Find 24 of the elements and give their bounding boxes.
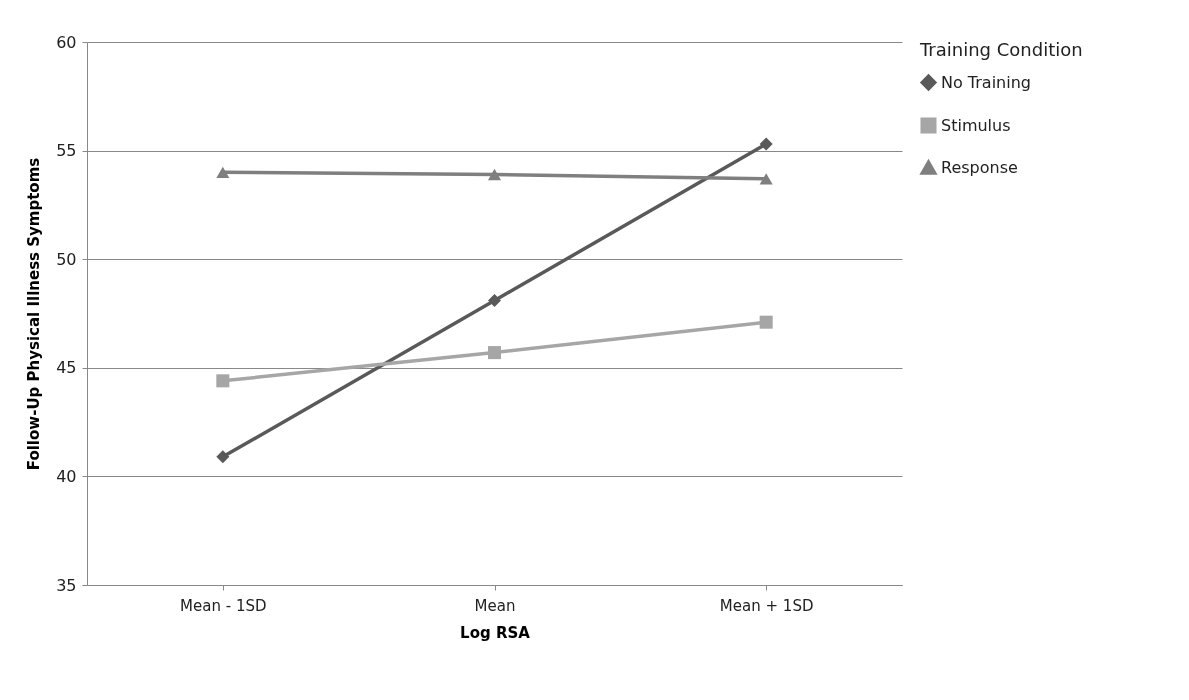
x-tick-label: Mean + 1SD xyxy=(719,596,814,615)
y-tick-label: 50 xyxy=(56,249,77,269)
point xyxy=(487,293,502,307)
point xyxy=(759,173,773,185)
y-tick-label: 45 xyxy=(56,358,77,378)
y-tick-label: 40 xyxy=(56,466,77,486)
point xyxy=(487,346,502,360)
legend-title: Training Condition xyxy=(919,39,1083,60)
y-tick-label: 35 xyxy=(56,575,77,595)
point xyxy=(216,166,230,178)
point xyxy=(216,374,230,388)
y-axis-title: Follow-Up Physical Illness Symptoms xyxy=(25,157,44,471)
legend-label: Response xyxy=(941,157,1018,177)
legend-label: Stimulus xyxy=(941,115,1011,135)
point xyxy=(759,137,773,151)
x-tick-label: Mean - 1SD xyxy=(180,596,267,615)
y-tick-label: 55 xyxy=(56,141,77,161)
point xyxy=(216,450,230,464)
legend-label: No Training xyxy=(941,72,1031,92)
x-tick-label: Mean xyxy=(474,596,516,615)
x-axis-title: Log RSA xyxy=(460,623,531,642)
point xyxy=(759,315,773,329)
y-tick-label: 60 xyxy=(56,32,77,52)
point xyxy=(487,168,502,181)
